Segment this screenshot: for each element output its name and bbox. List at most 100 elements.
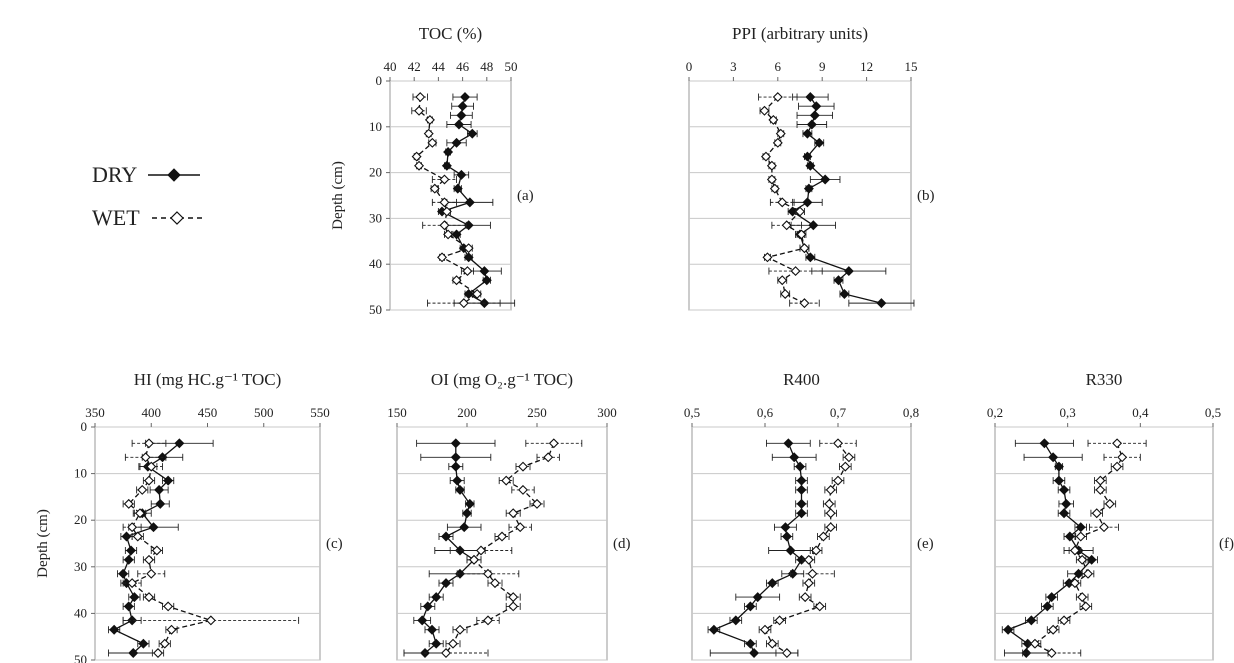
data-point-wet bbox=[455, 624, 465, 635]
data-point-dry bbox=[455, 484, 465, 495]
x-tick-label: 150 bbox=[387, 405, 407, 420]
y-tick-label: 40 bbox=[369, 256, 382, 271]
error-bar-wet bbox=[1103, 453, 1141, 461]
y-tick-label: 40 bbox=[74, 605, 87, 620]
data-point-wet bbox=[414, 160, 425, 171]
data-point-wet bbox=[1095, 484, 1106, 495]
data-point-dry bbox=[109, 624, 120, 635]
data-point-wet bbox=[777, 197, 788, 208]
data-point-wet bbox=[1069, 578, 1080, 589]
data-point-wet bbox=[1077, 554, 1088, 565]
plot-frame bbox=[688, 80, 912, 311]
data-point-wet bbox=[543, 452, 554, 463]
data-point-wet bbox=[548, 438, 559, 449]
data-point-dry bbox=[808, 220, 819, 231]
data-point-dry bbox=[427, 624, 437, 635]
data-point-dry bbox=[138, 638, 149, 649]
y-tick-label: 30 bbox=[369, 210, 382, 225]
x-tick-label: 40 bbox=[384, 59, 397, 74]
data-point-dry bbox=[126, 545, 136, 556]
data-point-wet bbox=[411, 151, 422, 162]
error-bar-wet bbox=[122, 579, 142, 587]
x-tick-label: 400 bbox=[142, 405, 162, 420]
data-point-wet bbox=[818, 531, 829, 542]
data-point-wet bbox=[439, 197, 450, 208]
series-wet bbox=[1022, 438, 1147, 658]
panel-label: (c) bbox=[326, 536, 343, 552]
data-point-wet bbox=[532, 498, 542, 509]
data-point-wet bbox=[140, 452, 151, 463]
data-point-wet bbox=[1112, 438, 1123, 449]
data-point-wet bbox=[472, 288, 483, 299]
data-point-dry bbox=[745, 601, 756, 612]
data-point-dry bbox=[460, 92, 470, 103]
data-point-wet bbox=[1099, 522, 1109, 533]
data-point-dry bbox=[876, 298, 887, 309]
data-point-dry bbox=[129, 592, 140, 603]
data-point-wet bbox=[144, 475, 154, 486]
x-tick-label: 42 bbox=[408, 59, 421, 74]
x-tick-label: 0,2 bbox=[987, 405, 1003, 420]
x-tick-label: 50 bbox=[505, 59, 518, 74]
data-point-wet bbox=[518, 461, 528, 472]
data-point-dry bbox=[123, 601, 134, 612]
panel-label: (f) bbox=[1219, 536, 1234, 552]
data-point-wet bbox=[777, 275, 788, 286]
data-point-wet bbox=[127, 522, 138, 533]
panel-label: (e) bbox=[917, 536, 934, 552]
data-point-wet bbox=[508, 592, 519, 603]
data-point-dry bbox=[785, 545, 796, 556]
data-point-dry bbox=[451, 229, 462, 240]
data-point-dry bbox=[451, 137, 462, 148]
data-point-dry bbox=[803, 183, 814, 194]
y-tick-label: 20 bbox=[74, 512, 87, 527]
data-point-dry bbox=[1061, 498, 1072, 509]
data-point-wet bbox=[762, 252, 773, 263]
data-point-dry bbox=[1046, 592, 1057, 603]
x-tick-label: 300 bbox=[597, 405, 617, 420]
data-point-dry bbox=[780, 522, 791, 533]
data-point-dry bbox=[839, 288, 850, 299]
data-point-wet bbox=[807, 568, 818, 579]
data-point-dry bbox=[820, 174, 831, 185]
data-point-dry bbox=[127, 615, 138, 626]
data-point-dry bbox=[805, 160, 816, 171]
data-point-wet bbox=[153, 648, 163, 658]
data-point-wet bbox=[824, 498, 835, 509]
data-point-dry bbox=[805, 252, 816, 263]
data-point-wet bbox=[429, 183, 440, 194]
data-point-wet bbox=[769, 183, 780, 194]
error-bar-wet bbox=[789, 299, 820, 307]
data-point-dry bbox=[796, 475, 807, 486]
data-point-wet bbox=[441, 206, 452, 217]
plot-frame bbox=[396, 426, 608, 661]
data-point-dry bbox=[752, 592, 763, 603]
data-point-dry bbox=[796, 554, 807, 565]
data-point-wet bbox=[1029, 638, 1040, 649]
data-point-dry bbox=[1021, 648, 1032, 658]
data-point-dry bbox=[457, 101, 468, 112]
data-point-dry bbox=[1022, 638, 1033, 649]
data-point-dry bbox=[463, 288, 474, 299]
data-point-dry bbox=[802, 197, 813, 208]
data-point-wet bbox=[1091, 508, 1102, 519]
data-point-wet bbox=[790, 266, 801, 277]
data-point-wet bbox=[775, 128, 786, 139]
data-point-dry bbox=[479, 266, 490, 277]
error-bar-wet bbox=[122, 523, 142, 531]
data-point-dry bbox=[456, 110, 467, 121]
x-tick-label: 12 bbox=[860, 59, 873, 74]
data-point-dry bbox=[1039, 438, 1050, 449]
data-point-wet bbox=[799, 298, 810, 309]
data-point-dry bbox=[154, 484, 165, 495]
data-point-dry bbox=[452, 183, 463, 194]
data-point-dry bbox=[467, 128, 478, 139]
data-point-wet bbox=[825, 522, 836, 533]
data-point-wet bbox=[423, 128, 434, 139]
x-tick-label: 0,3 bbox=[1060, 405, 1076, 420]
data-point-wet bbox=[766, 174, 777, 185]
data-point-dry bbox=[833, 275, 844, 286]
data-point-dry bbox=[422, 601, 433, 612]
data-point-wet bbox=[137, 484, 148, 495]
data-point-wet bbox=[166, 624, 177, 635]
